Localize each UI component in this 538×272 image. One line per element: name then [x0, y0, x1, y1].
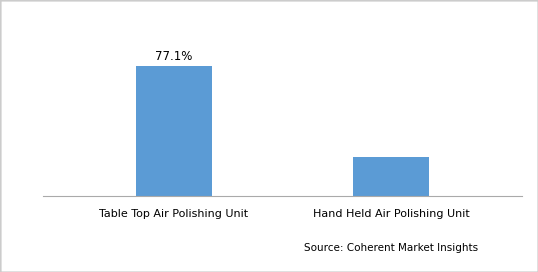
- Text: 77.1%: 77.1%: [155, 50, 192, 63]
- Text: Source: Coherent Market Insights: Source: Coherent Market Insights: [304, 243, 478, 253]
- Bar: [353, 157, 429, 196]
- Bar: [136, 66, 212, 196]
